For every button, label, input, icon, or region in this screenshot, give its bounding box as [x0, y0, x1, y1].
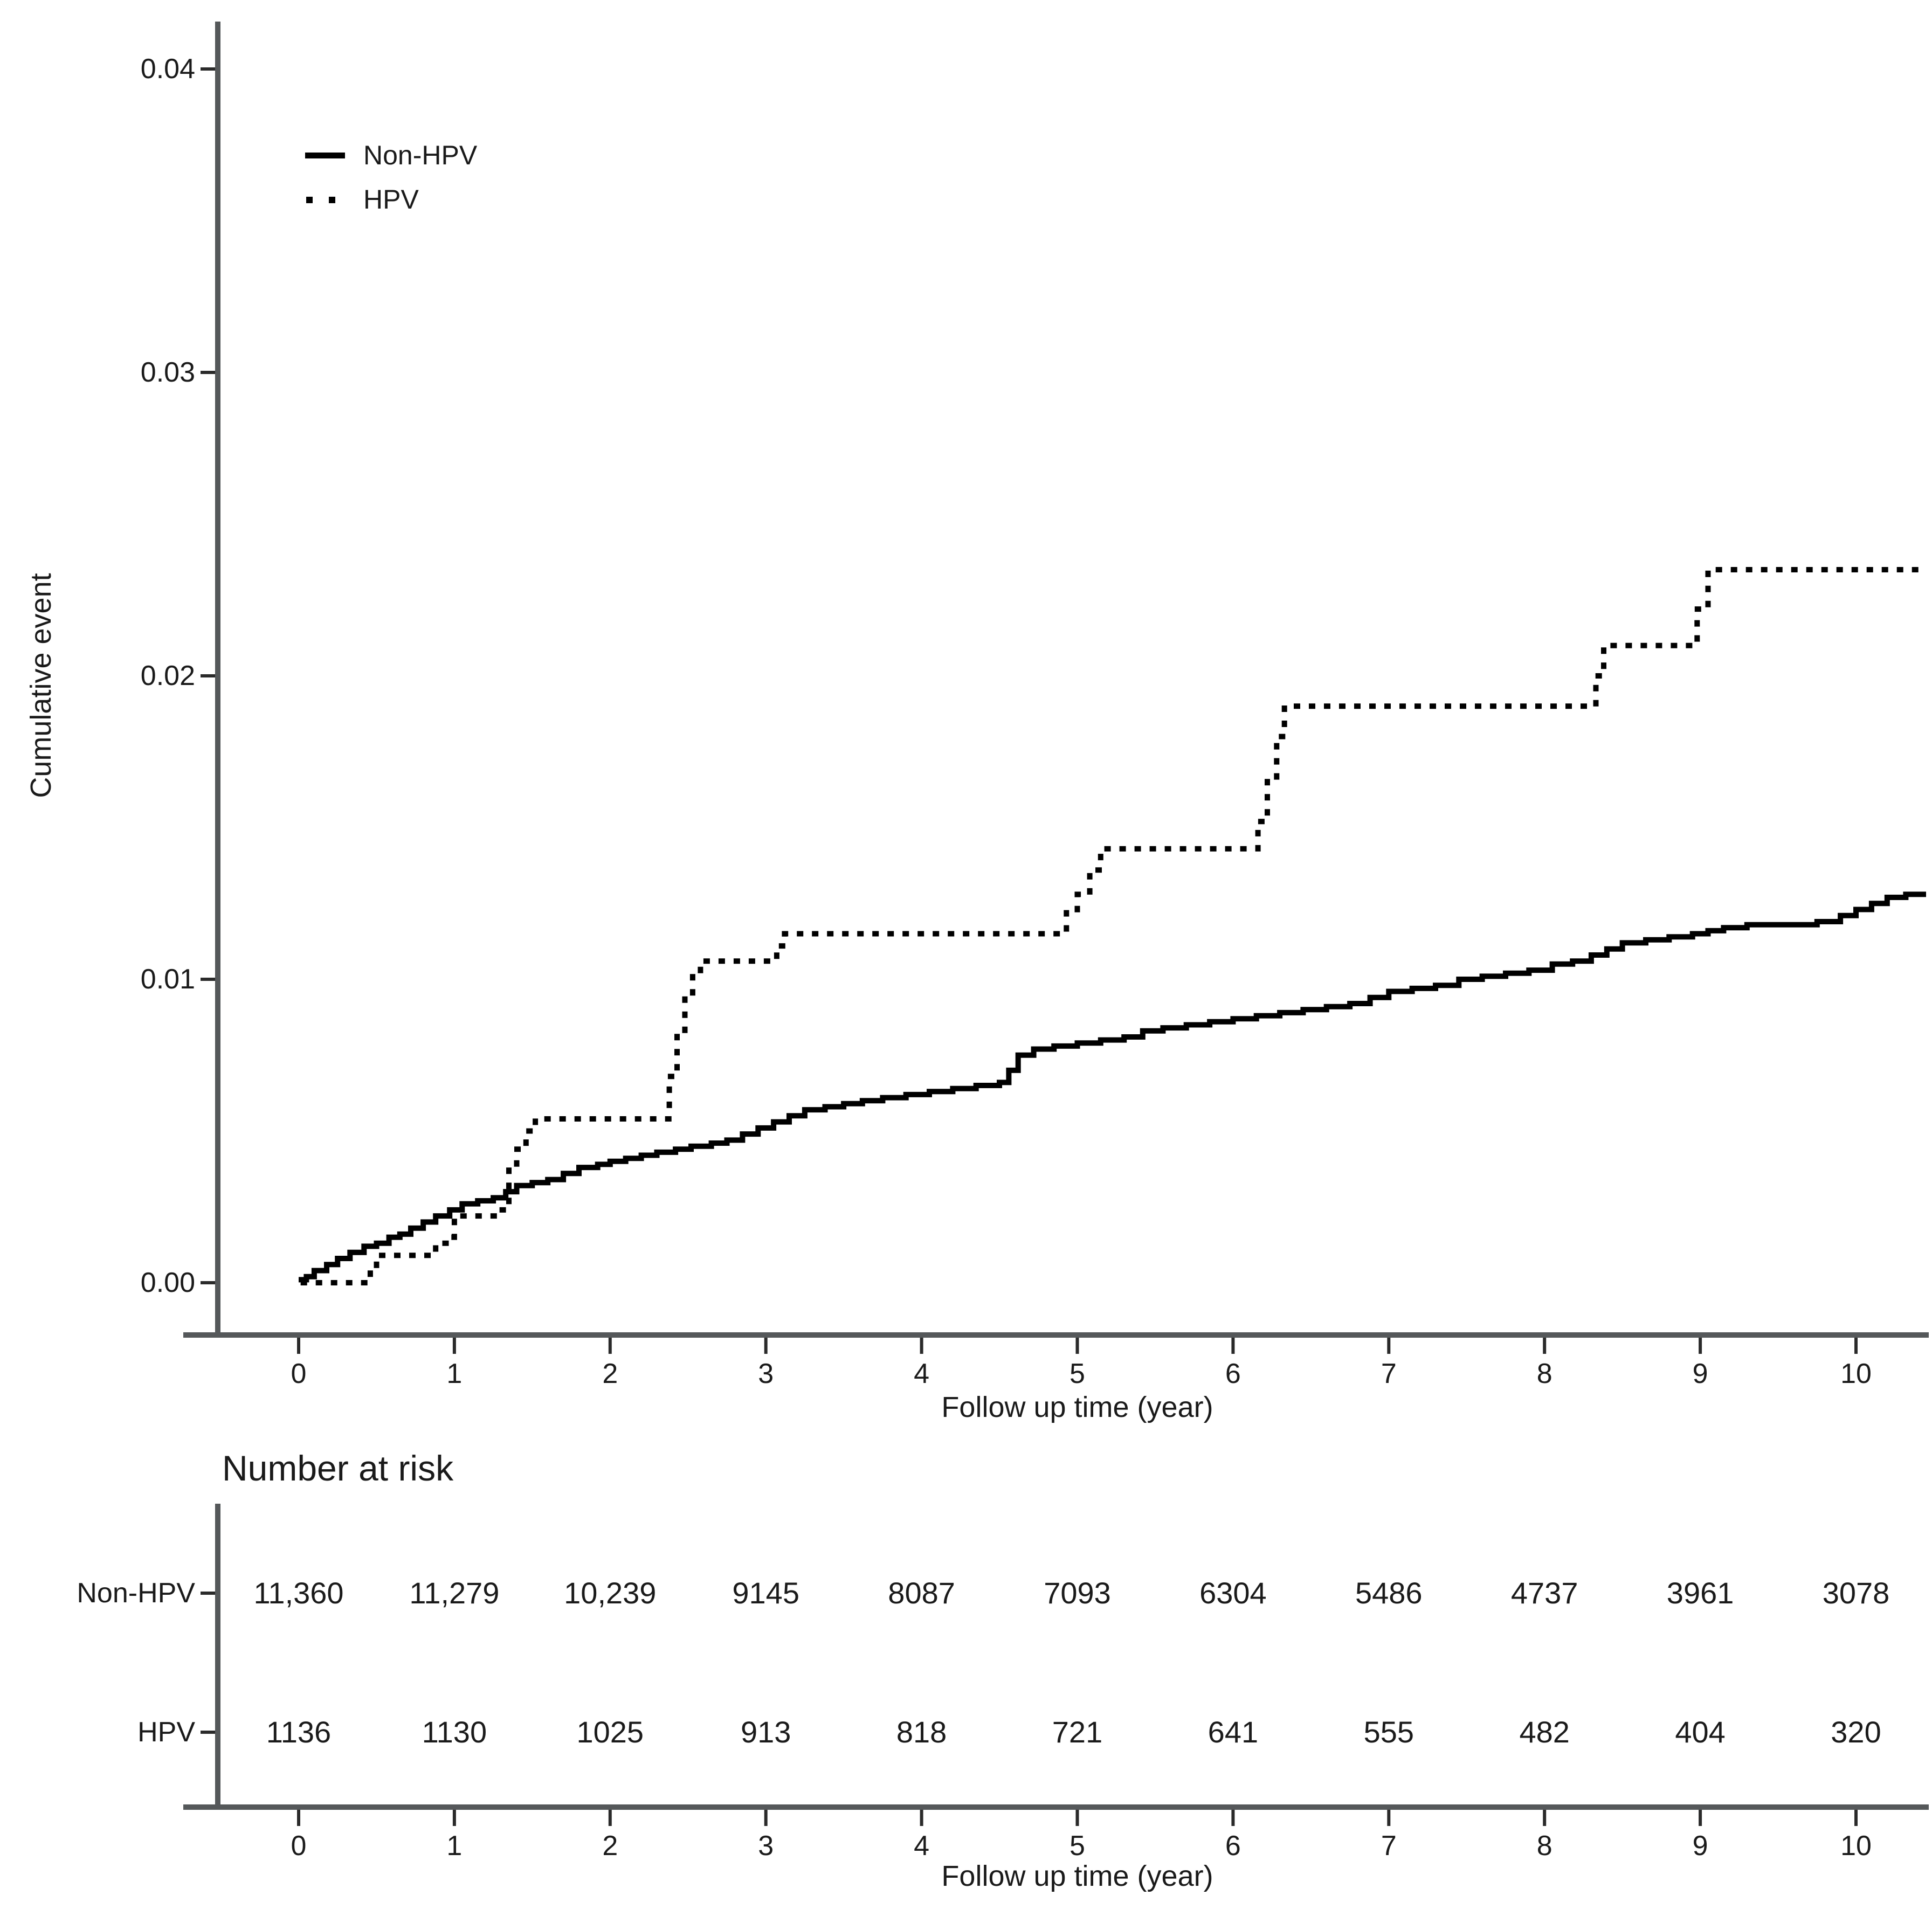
risk-x-tick-label-1: 1	[446, 1830, 463, 1862]
risk-x-tick-label-5: 5	[1070, 1830, 1085, 1862]
risk-count: 3078	[1822, 1576, 1890, 1610]
y-tick-label-0.01: 0.01	[140, 964, 195, 995]
risk-x-tick-label-7: 7	[1381, 1830, 1397, 1862]
x-tick-label-4: 4	[914, 1358, 930, 1389]
risk-count: 641	[1208, 1715, 1259, 1749]
dotted-line-swatch-icon	[302, 183, 348, 216]
y-tick-label-0.02: 0.02	[140, 660, 195, 691]
x-tick-label-0: 0	[291, 1358, 307, 1389]
legend-row-non-hpv: Non-HPV	[302, 139, 477, 171]
y-tick-label-0.03: 0.03	[140, 357, 195, 388]
x-tick-label-1: 1	[446, 1358, 463, 1389]
x-tick-label-2: 2	[602, 1358, 618, 1389]
risk-count: 913	[740, 1715, 791, 1749]
risk-row-label-hpv: HPV	[137, 1717, 195, 1748]
x-tick-label-3: 3	[758, 1358, 774, 1389]
risk-x-tick-label-6: 6	[1225, 1830, 1241, 1862]
risk-count: 7093	[1044, 1576, 1111, 1610]
risk-count: 721	[1052, 1715, 1103, 1749]
legend-label-non-hpv: Non-HPV	[363, 140, 478, 170]
risk-count: 555	[1363, 1715, 1414, 1749]
risk-count: 1130	[422, 1715, 487, 1749]
risk-count: 11,279	[409, 1576, 500, 1610]
x-tick-label-10: 10	[1840, 1358, 1872, 1389]
x-tick-label-5: 5	[1070, 1358, 1085, 1389]
risk-count: 3961	[1666, 1576, 1734, 1610]
risk-count: 482	[1519, 1715, 1570, 1749]
risk-x-tick-label-0: 0	[291, 1830, 307, 1862]
y-tick-label-0.00: 0.00	[140, 1267, 195, 1298]
risk-count: 818	[896, 1715, 947, 1749]
x-tick-label-9: 9	[1692, 1358, 1708, 1389]
risk-count: 10,239	[564, 1576, 657, 1610]
risk-x-tick-label-3: 3	[758, 1830, 774, 1862]
legend-label-hpv: HPV	[363, 184, 419, 215]
risk-x-tick-label-10: 10	[1840, 1830, 1872, 1862]
risk-x-tick-label-9: 9	[1692, 1830, 1708, 1862]
risk-count: 1025	[576, 1715, 644, 1749]
risk-row-label-non-hpv: Non-HPV	[77, 1578, 195, 1609]
risk-count: 11,360	[253, 1576, 344, 1610]
curve-hpv	[300, 567, 1924, 1285]
risk-table-title: Number at risk	[222, 1448, 454, 1488]
risk-x-tick-label-2: 2	[602, 1830, 618, 1862]
x-axis-title: Follow up time (year)	[941, 1391, 1213, 1423]
x-tick-label-6: 6	[1225, 1358, 1241, 1389]
risk-count: 6304	[1199, 1576, 1267, 1610]
solid-line-swatch-icon	[302, 139, 348, 171]
risk-x-tick-label-8: 8	[1536, 1830, 1552, 1862]
risk-count: 8087	[888, 1576, 955, 1610]
y-tick-label-0.04: 0.04	[140, 53, 195, 85]
risk-count: 5486	[1355, 1576, 1423, 1610]
risk-axis-title: Follow up time (year)	[941, 1860, 1213, 1892]
risk-count: 404	[1675, 1715, 1726, 1749]
x-tick-label-7: 7	[1381, 1358, 1397, 1389]
risk-count: 1136	[266, 1715, 332, 1749]
legend-row-hpv: HPV	[302, 183, 419, 216]
risk-count: 9145	[732, 1576, 799, 1610]
risk-count: 4737	[1510, 1576, 1578, 1610]
y-axis-title: Cumulative event	[25, 573, 57, 798]
x-tick-label-8: 8	[1536, 1358, 1552, 1389]
risk-x-tick-label-4: 4	[914, 1830, 930, 1862]
curve-non-hpv	[299, 891, 1926, 1283]
risk-count: 320	[1831, 1715, 1881, 1749]
